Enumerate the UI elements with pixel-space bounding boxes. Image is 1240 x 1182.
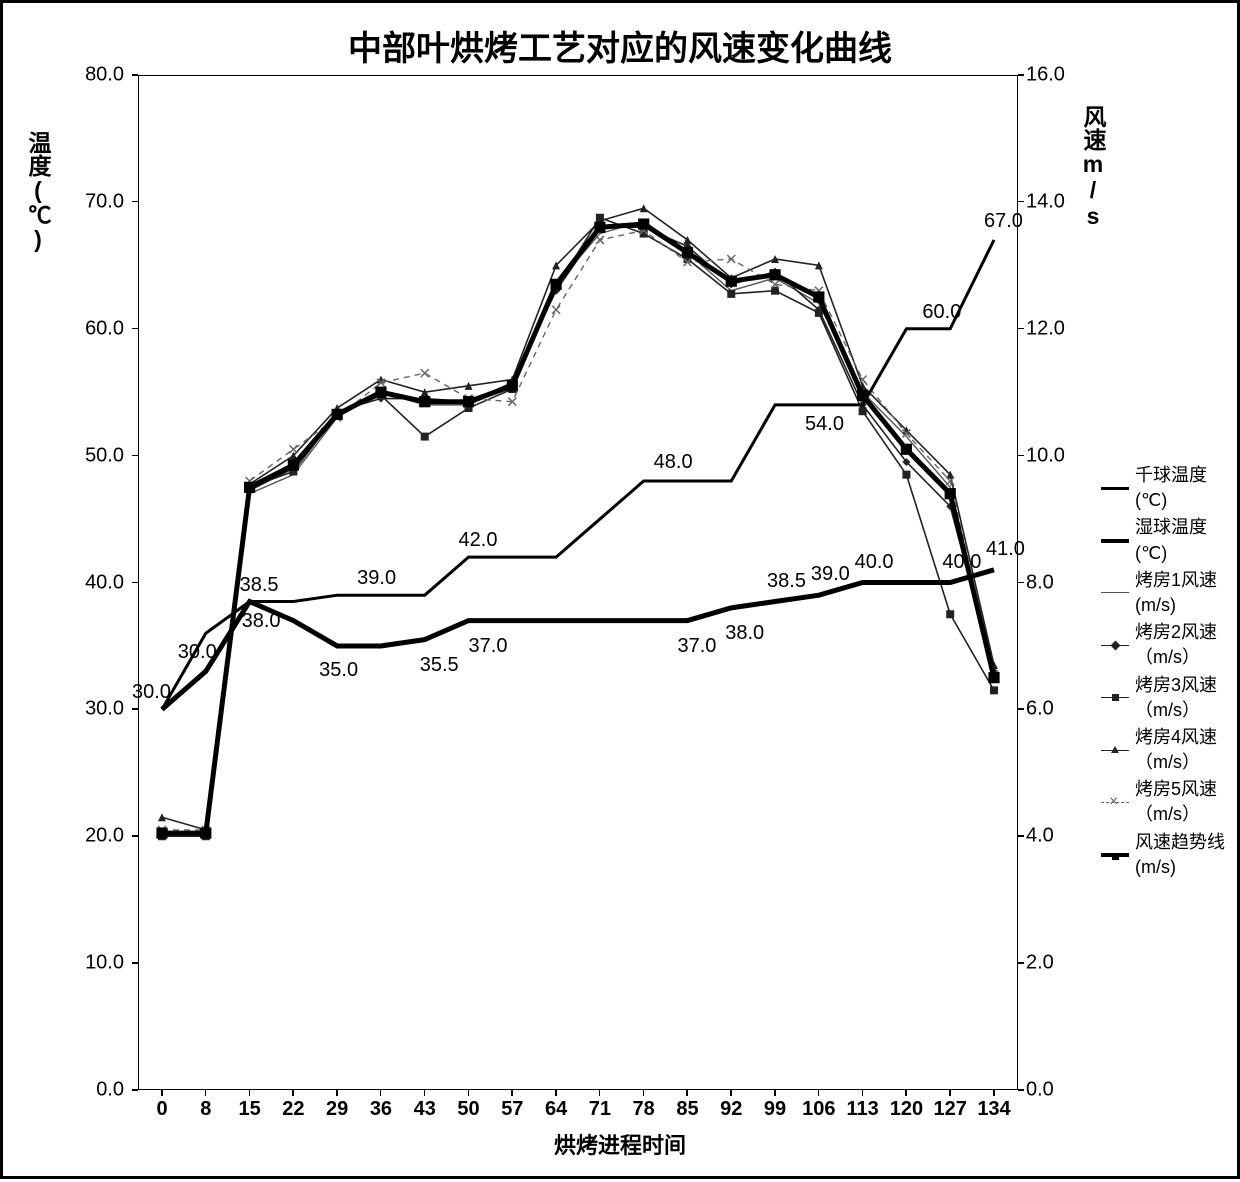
data-label: 54.0 — [805, 413, 844, 436]
series-marker — [552, 306, 560, 314]
series-marker — [419, 396, 430, 407]
data-label: 41.0 — [986, 538, 1025, 561]
legend-swatch — [1101, 487, 1129, 490]
series-marker — [375, 387, 386, 398]
data-label: 40.0 — [855, 551, 894, 574]
series-marker — [726, 276, 737, 287]
legend-item: 烤房1风速(m/s) — [1101, 568, 1225, 618]
legend-item: × 烤房5风速（m/s） — [1101, 777, 1225, 827]
series-marker — [594, 222, 605, 233]
data-label: 67.0 — [984, 210, 1023, 233]
series-marker — [813, 291, 824, 302]
legend-swatch — [1101, 592, 1129, 593]
legend-swatch — [1101, 853, 1129, 857]
data-label: 35.5 — [420, 654, 459, 677]
series-marker — [463, 396, 474, 407]
data-label: 38.0 — [725, 622, 764, 645]
series-marker — [421, 369, 429, 377]
legend-swatch — [1101, 750, 1129, 751]
series-line — [162, 218, 994, 837]
chart-svg — [3, 3, 1240, 1182]
data-label: 39.0 — [811, 563, 850, 586]
series-marker — [902, 471, 910, 479]
legend-label: 烤房2风速（m/s） — [1135, 620, 1217, 670]
data-label: 60.0 — [922, 301, 961, 324]
data-label: 48.0 — [654, 451, 693, 474]
series-line — [162, 221, 994, 836]
series-marker — [244, 482, 255, 493]
legend-item: 烤房2风速（m/s） — [1101, 620, 1225, 670]
series-line — [162, 224, 994, 833]
data-label: 37.0 — [677, 635, 716, 658]
series-marker — [945, 488, 956, 499]
legend-swatch — [1101, 539, 1129, 543]
series-line — [162, 570, 994, 710]
series-marker — [901, 444, 912, 455]
data-label: 40.0 — [942, 551, 981, 574]
series-marker — [288, 460, 299, 471]
series-line — [162, 230, 994, 829]
series-marker — [727, 290, 735, 298]
data-label: 30.0 — [132, 681, 171, 704]
series-line — [162, 227, 994, 833]
data-label: 39.0 — [357, 567, 396, 590]
series-marker — [990, 686, 998, 694]
series-marker — [551, 279, 562, 290]
series-line — [162, 208, 994, 830]
legend-item: 烤房3风速（m/s） — [1101, 673, 1225, 723]
data-label: 37.0 — [469, 635, 508, 658]
series-marker — [769, 269, 780, 280]
series-marker — [988, 672, 999, 683]
data-label: 38.5 — [767, 570, 806, 593]
legend-label: 湿球温度(℃) — [1135, 515, 1207, 565]
series-marker — [200, 827, 211, 838]
legend-swatch — [1101, 697, 1129, 698]
legend-label: 烤房3风速（m/s） — [1135, 673, 1217, 723]
legend-label: 千球温度(℃) — [1135, 463, 1207, 513]
data-label: 42.0 — [459, 529, 498, 552]
legend-label: 烤房1风速(m/s) — [1135, 568, 1217, 618]
series-marker — [946, 610, 954, 618]
legend-label: 风速趋势线(m/s) — [1135, 830, 1225, 880]
data-label: 38.0 — [242, 610, 281, 633]
series-marker — [421, 433, 429, 441]
legend-item: 烤房4风速（m/s） — [1101, 725, 1225, 775]
data-label: 30.0 — [178, 641, 217, 664]
legend-swatch — [1101, 645, 1129, 646]
legend-item: 湿球温度(℃) — [1101, 515, 1225, 565]
series-marker — [156, 827, 167, 838]
legend: 千球温度(℃)湿球温度(℃)烤房1风速(m/s)烤房2风速（m/s）烤房3风速（… — [1101, 463, 1225, 882]
legend-swatch: × — [1101, 802, 1129, 803]
legend-label: 烤房4风速（m/s） — [1135, 725, 1217, 775]
series-marker — [638, 218, 649, 229]
legend-item: 风速趋势线(m/s) — [1101, 830, 1225, 880]
legend-item: 千球温度(℃) — [1101, 463, 1225, 513]
data-label: 35.0 — [319, 659, 358, 682]
data-label: 38.5 — [240, 574, 279, 597]
series-marker — [682, 247, 693, 258]
legend-label: 烤房5风速（m/s） — [1135, 777, 1217, 827]
series-marker — [815, 309, 823, 317]
series-marker — [507, 380, 518, 391]
series-marker — [859, 407, 867, 415]
series-marker — [332, 409, 343, 420]
